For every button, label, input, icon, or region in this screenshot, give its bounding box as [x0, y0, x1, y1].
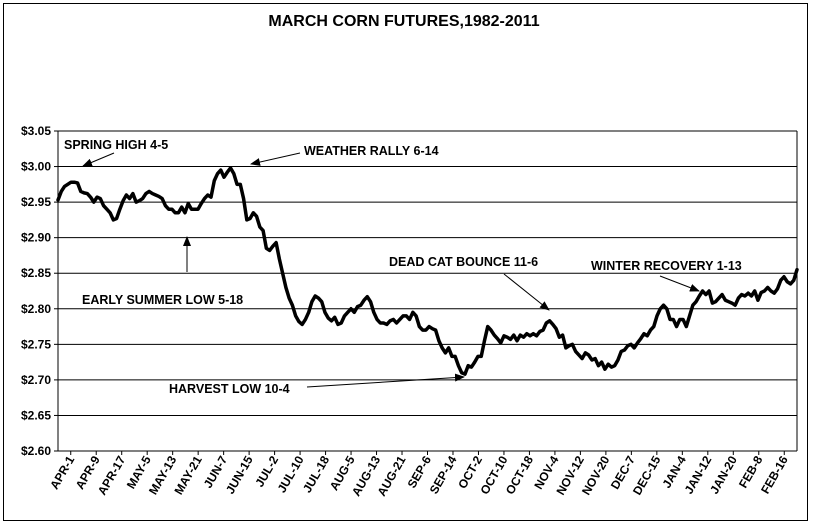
- annotation-early-summer-low: EARLY SUMMER LOW 5-18: [82, 293, 243, 307]
- y-tick-label: $2.90: [21, 231, 51, 245]
- annotation-harvest-low-arrow: [306, 373, 465, 388]
- y-axis-ticks: $2.60 $2.65 $2.70 $2.75 $2.80 $2.85 $2.90 $2.95…: [21, 124, 58, 458]
- chart-title: MARCH CORN FUTURES,1982-2011: [268, 13, 539, 30]
- annotation-winter-recovery-arrow: [659, 275, 700, 292]
- gridlines: [57, 130, 798, 452]
- annotation-weather-rally: WEATHER RALLY 6-14: [304, 144, 439, 158]
- chart-frame: MARCH CORN FUTURES,1982-2011 $2.60 $2.65 $…: [3, 3, 808, 521]
- y-tick-label: $3.00: [21, 160, 51, 174]
- y-tick-label: $2.75: [21, 337, 51, 351]
- annotation-dead-cat-bounce-arrow: [503, 273, 550, 311]
- series-line: [56, 166, 799, 376]
- y-tick-label: $2.80: [21, 302, 51, 316]
- y-tick-label: $2.70: [21, 373, 51, 387]
- chart-svg: MARCH CORN FUTURES,1982-2011 $2.60$2.65$…: [21, 13, 799, 499]
- annotation-spring-high: SPRING HIGH 4-5: [64, 138, 168, 152]
- y-tick-label: $2.65: [21, 408, 51, 422]
- y-tick-label: $2.60: [21, 444, 51, 458]
- annotation-dead-cat-bounce: DEAD CAT BOUNCE 11-6: [389, 255, 538, 269]
- y-tick-label: $2.95: [21, 195, 51, 209]
- annotation-spring-high-arrow: [82, 152, 115, 167]
- y-tick-label: $3.05: [21, 124, 51, 138]
- annotation-weather-rally-arrow: [250, 152, 301, 166]
- annotation-winter-recovery: WINTER RECOVERY 1-13: [591, 259, 742, 273]
- annotations: SPRING HIGH 4-5 WEATHER RALLY 6-14 EARLY…: [64, 138, 742, 396]
- y-tick-label: $2.85: [21, 266, 51, 280]
- x-axis-ticks: APR-1APR-9APR-17MAY-5MAY-13MAY-21JUN-7JU…: [47, 451, 791, 499]
- annotation-harvest-low: HARVEST LOW 10-4: [169, 382, 290, 396]
